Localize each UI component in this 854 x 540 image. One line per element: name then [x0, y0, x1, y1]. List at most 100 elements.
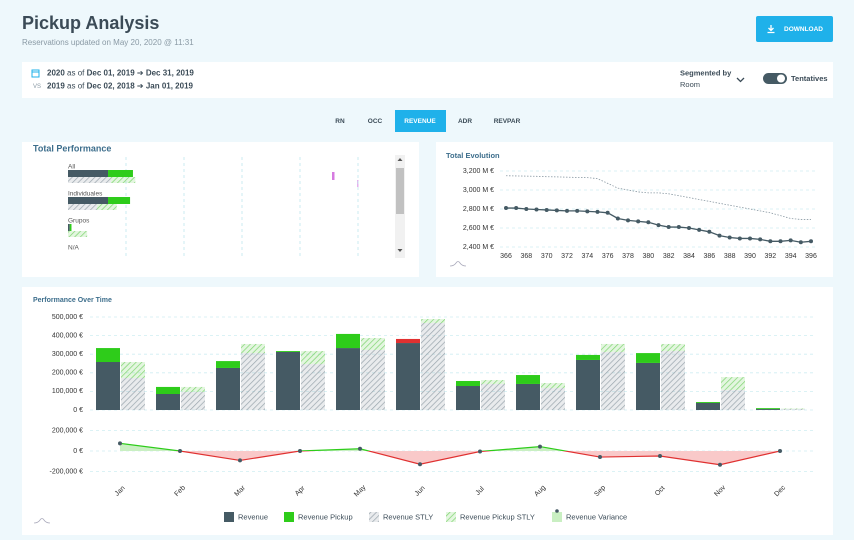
y-tick-label: 100,000 € — [52, 388, 83, 395]
y-tick-label: 3,000 M € — [463, 187, 494, 194]
bar — [96, 348, 120, 363]
button-label[interactable]: DOWNLOAD — [784, 26, 823, 33]
bar — [696, 402, 720, 403]
bar — [216, 361, 240, 368]
point — [544, 207, 549, 212]
x-tick-label: 374 — [581, 253, 593, 260]
bar — [781, 409, 805, 410]
point — [697, 227, 702, 232]
card-title: Performance Over Time — [33, 297, 112, 304]
y-tick-label: 2,400 M € — [463, 244, 494, 251]
x-tick-label: 388 — [724, 253, 736, 260]
bar — [541, 388, 565, 410]
bar — [96, 362, 120, 410]
bar — [576, 354, 600, 360]
tab[interactable]: RN — [335, 118, 345, 125]
bar — [456, 380, 480, 387]
card-title: Total Evolution — [446, 151, 500, 160]
point — [238, 458, 242, 463]
bar — [781, 408, 805, 410]
y-tick-label: 400,000 € — [52, 332, 83, 339]
bar — [661, 351, 685, 410]
bar — [110, 177, 136, 183]
current-period[interactable]: 2020 as of Dec 01, 2019 ➔ Dec 31, 2019 — [47, 69, 194, 78]
point — [687, 226, 691, 230]
segmented-by-label: Segmented by — [680, 68, 732, 77]
chart-icon — [449, 261, 467, 267]
y-tick-label: 2,600 M € — [463, 225, 494, 232]
point — [615, 216, 620, 221]
bar — [121, 378, 145, 410]
legend-swatch — [446, 512, 456, 522]
point — [575, 208, 580, 213]
tab[interactable]: REVENUE — [404, 118, 436, 125]
point — [565, 208, 569, 213]
tab[interactable]: ADR — [458, 118, 472, 125]
bar — [181, 386, 205, 392]
bar — [68, 177, 111, 183]
toggle-knob[interactable] — [777, 74, 785, 83]
bar — [516, 383, 540, 410]
button-bg[interactable] — [756, 16, 833, 42]
date-to: Jan 01, 2019 — [146, 82, 194, 91]
y-tick-label: -200,000 € — [50, 468, 84, 475]
y-tick-label: 0 € — [73, 448, 83, 455]
legend-swatch — [552, 512, 562, 522]
legend-label: Revenue Variance — [566, 512, 627, 521]
point — [676, 225, 681, 230]
point — [727, 235, 732, 240]
category-label: All — [68, 164, 76, 171]
page-title: Pickup Analysis — [22, 13, 159, 33]
point — [554, 208, 559, 213]
category-label: Grupos — [68, 218, 90, 225]
bar — [69, 224, 72, 231]
bar — [216, 367, 240, 410]
point — [809, 239, 813, 244]
download-button[interactable]: DOWNLOAD — [756, 16, 833, 42]
bar — [108, 170, 133, 177]
tab[interactable]: REVPAR — [494, 118, 521, 125]
point — [737, 236, 742, 241]
tentatives-label: Tentatives — [791, 74, 828, 83]
bar — [181, 391, 205, 410]
y-tick-label: 200,000 € — [52, 370, 83, 377]
legend-label: Revenue STLY — [383, 512, 433, 521]
point — [778, 449, 782, 453]
point — [636, 219, 641, 224]
x-tick-label: 376 — [602, 253, 614, 260]
bar — [756, 408, 780, 410]
calendar-icon — [31, 69, 40, 78]
point — [626, 218, 630, 223]
bar — [276, 351, 300, 410]
point — [598, 455, 602, 460]
y-tick-label: 0 € — [73, 407, 83, 414]
date-to: Dec 31, 2019 — [146, 69, 195, 78]
legend-label: Revenue — [238, 512, 268, 521]
bar — [601, 343, 625, 352]
segment-value[interactable]: Room — [680, 80, 700, 89]
bar — [301, 351, 325, 365]
point — [524, 207, 529, 211]
bar — [481, 383, 505, 410]
bar — [516, 375, 540, 384]
compare-period[interactable]: 2019 as of Dec 02, 2018 ➔ Jan 01, 2019 — [47, 82, 194, 91]
bar — [336, 333, 360, 349]
as-of: as of — [67, 69, 85, 78]
total-evolution-card — [436, 142, 833, 277]
bar — [721, 377, 745, 390]
dropdown-chevron[interactable] — [736, 77, 745, 83]
bar — [361, 338, 385, 350]
point — [514, 206, 519, 211]
x-tick-label: 366 — [500, 253, 512, 260]
bar — [68, 204, 97, 210]
scrollbar-thumb[interactable] — [396, 168, 404, 214]
download-icon — [767, 25, 775, 34]
tab[interactable]: OCC — [368, 118, 383, 125]
point — [358, 446, 362, 451]
line — [505, 175, 811, 220]
point — [718, 462, 722, 467]
point — [788, 238, 793, 243]
page-subtitle: Reservations updated on May 20, 2020 @ 1… — [22, 38, 194, 47]
y-tick-label: 300,000 € — [52, 351, 83, 358]
point — [758, 237, 763, 242]
